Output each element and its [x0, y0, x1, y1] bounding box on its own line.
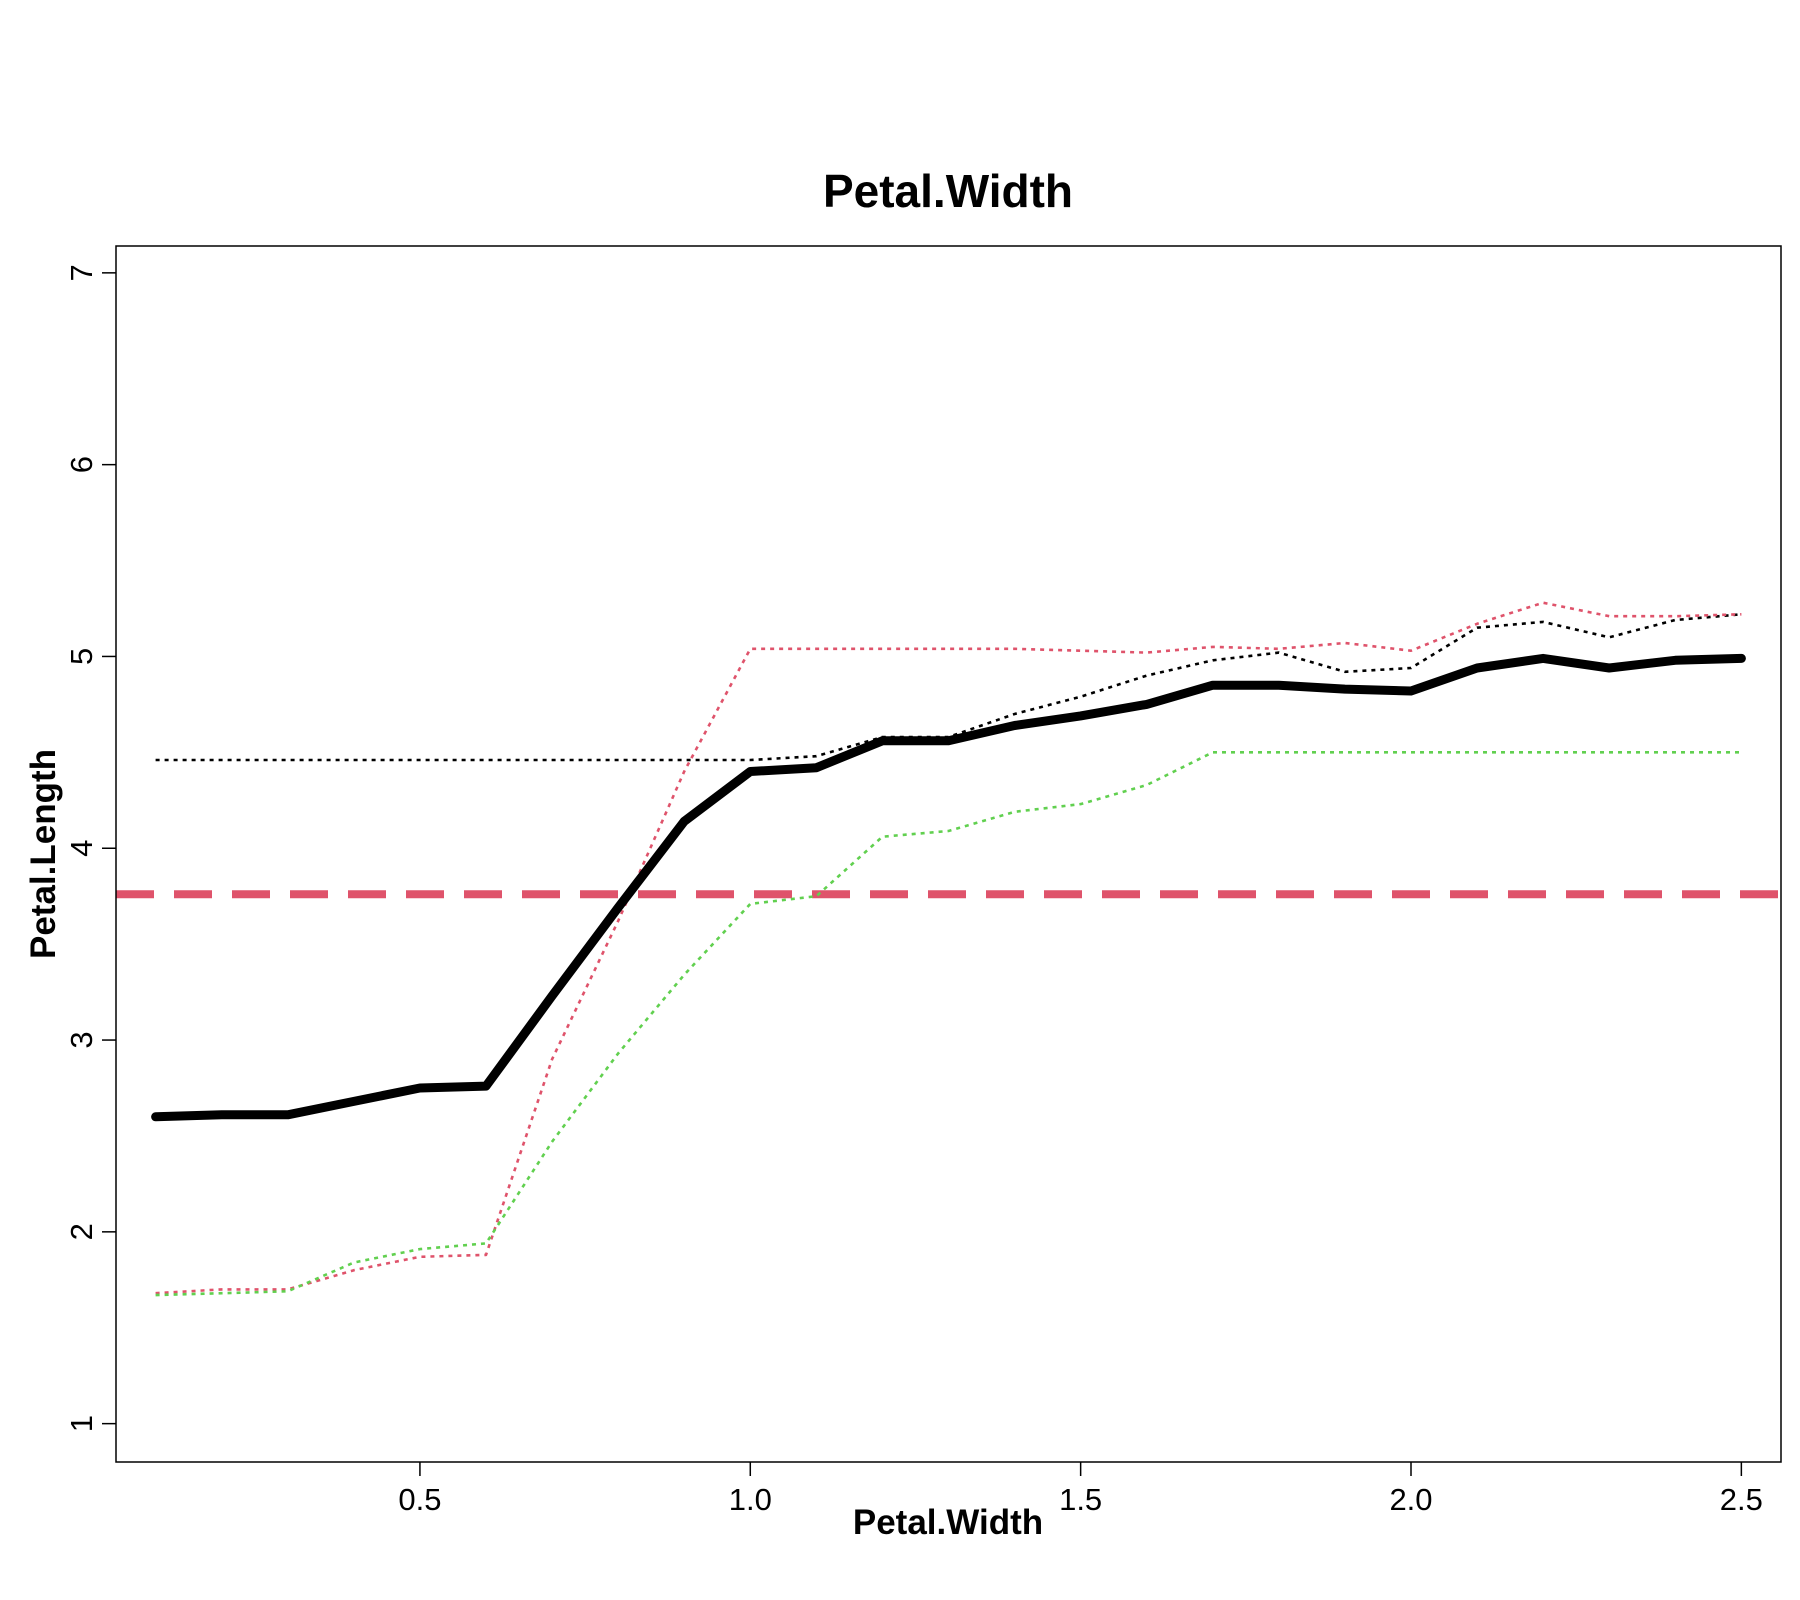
y-tick-label: 2	[64, 1223, 99, 1240]
x-tick-label: 2.5	[1720, 1482, 1763, 1517]
x-tick-label: 2.0	[1389, 1482, 1432, 1517]
y-tick-label: 6	[64, 456, 99, 473]
series-line-0	[151, 653, 1746, 1122]
series-line-2	[155, 601, 1742, 1295]
y-tick-label: 5	[64, 648, 99, 665]
y-tick-label: 3	[64, 1031, 99, 1048]
x-tick-label: 1.5	[1059, 1482, 1102, 1517]
x-axis-label: Petal.Width	[853, 1503, 1043, 1542]
x-axis: 0.5 1.0 1.5 2.0 2.5	[398, 1462, 1763, 1517]
chart-title: Petal.Width	[823, 165, 1073, 217]
y-axis-label: Petal.Length	[24, 749, 63, 959]
x-tick-label: 1.0	[729, 1482, 772, 1517]
plot-area	[116, 601, 1781, 1297]
series-line-3	[155, 750, 1742, 1297]
plot-frame	[115, 245, 1782, 1463]
y-axis: 1 2 3 4 5 6 7	[64, 264, 116, 1432]
y-tick-label: 1	[64, 1415, 99, 1432]
x-tick-label: 0.5	[398, 1482, 441, 1517]
y-tick-label: 4	[64, 840, 99, 857]
y-tick-label: 7	[64, 264, 99, 281]
